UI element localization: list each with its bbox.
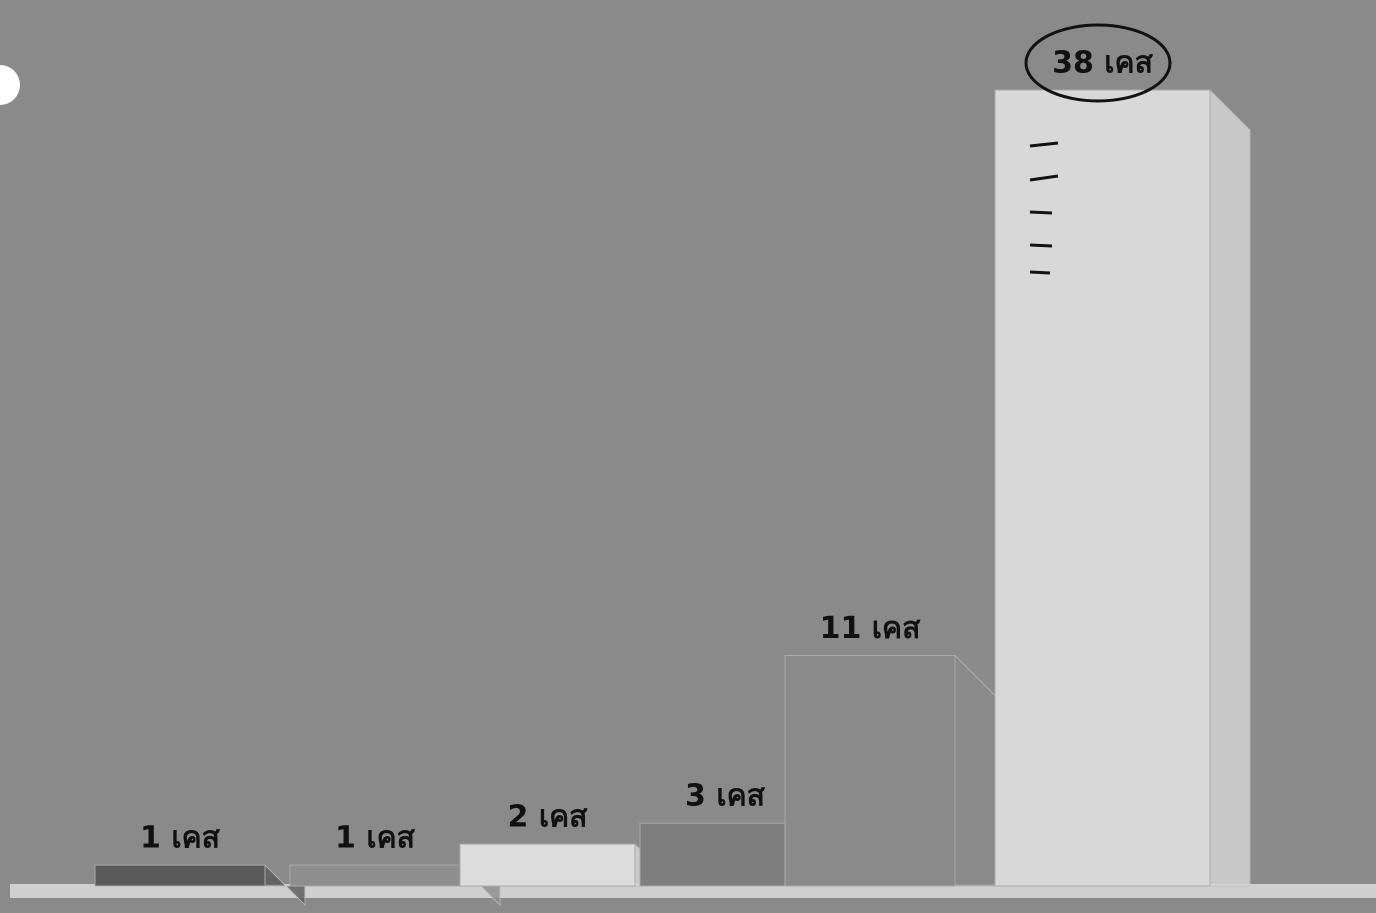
- bar-side: [954, 654, 996, 887]
- bar: [289, 864, 461, 887]
- bar: [459, 843, 636, 887]
- bar: [784, 655, 956, 887]
- value-label: 1 เคส: [335, 821, 416, 856]
- hand-tick: [1029, 141, 1059, 148]
- value-label: 1 เคส: [140, 821, 221, 856]
- value-label: 3 เคส: [685, 779, 766, 814]
- value-label: 2 เคส: [508, 800, 589, 835]
- bar: [94, 864, 266, 887]
- hand-tick: [1029, 174, 1059, 182]
- hand-tick: [1029, 210, 1053, 215]
- bars: 1 เคส 1 เคส 2 เคส 3 เคส 11 เคส 38 เคส: [94, 46, 1251, 907]
- hand-circle: [1024, 23, 1172, 103]
- bar: [994, 89, 1211, 887]
- value-label: 11 เคส: [820, 611, 922, 646]
- value-label: 38 เคส: [1052, 46, 1154, 81]
- hand-tick: [1029, 243, 1053, 248]
- bar-side: [1209, 88, 1251, 887]
- shelf: [10, 884, 1376, 898]
- doodles: [1024, 23, 1172, 275]
- hand-tick: [1029, 270, 1051, 275]
- corner-dot: [0, 65, 20, 105]
